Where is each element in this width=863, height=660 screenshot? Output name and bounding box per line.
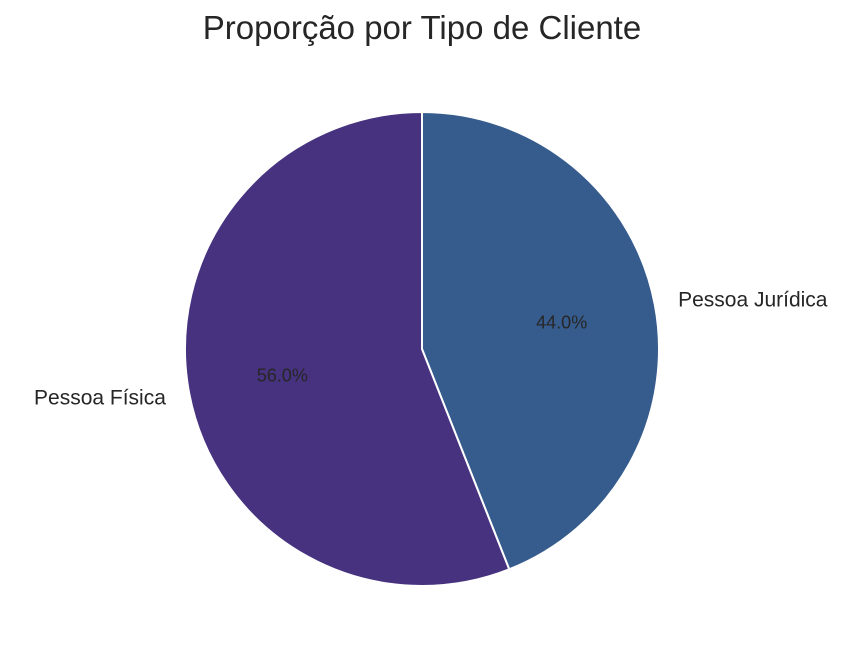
pie-category-label-1: Pessoa Física	[34, 386, 166, 409]
pie-slice-0	[421, 111, 660, 571]
pie-percent-label-1: 56.0%	[257, 366, 308, 386]
pie-labels: 44.0% Pessoa Jurídica 56.0% Pessoa Física	[34, 289, 828, 410]
pie-category-label-0: Pessoa Jurídica	[678, 289, 828, 312]
pie-slices	[184, 111, 660, 587]
pie-slice-1	[184, 111, 511, 587]
chart-title: Proporção por Tipo de Cliente	[203, 9, 641, 46]
pie-percent-label-0: 44.0%	[536, 312, 587, 332]
